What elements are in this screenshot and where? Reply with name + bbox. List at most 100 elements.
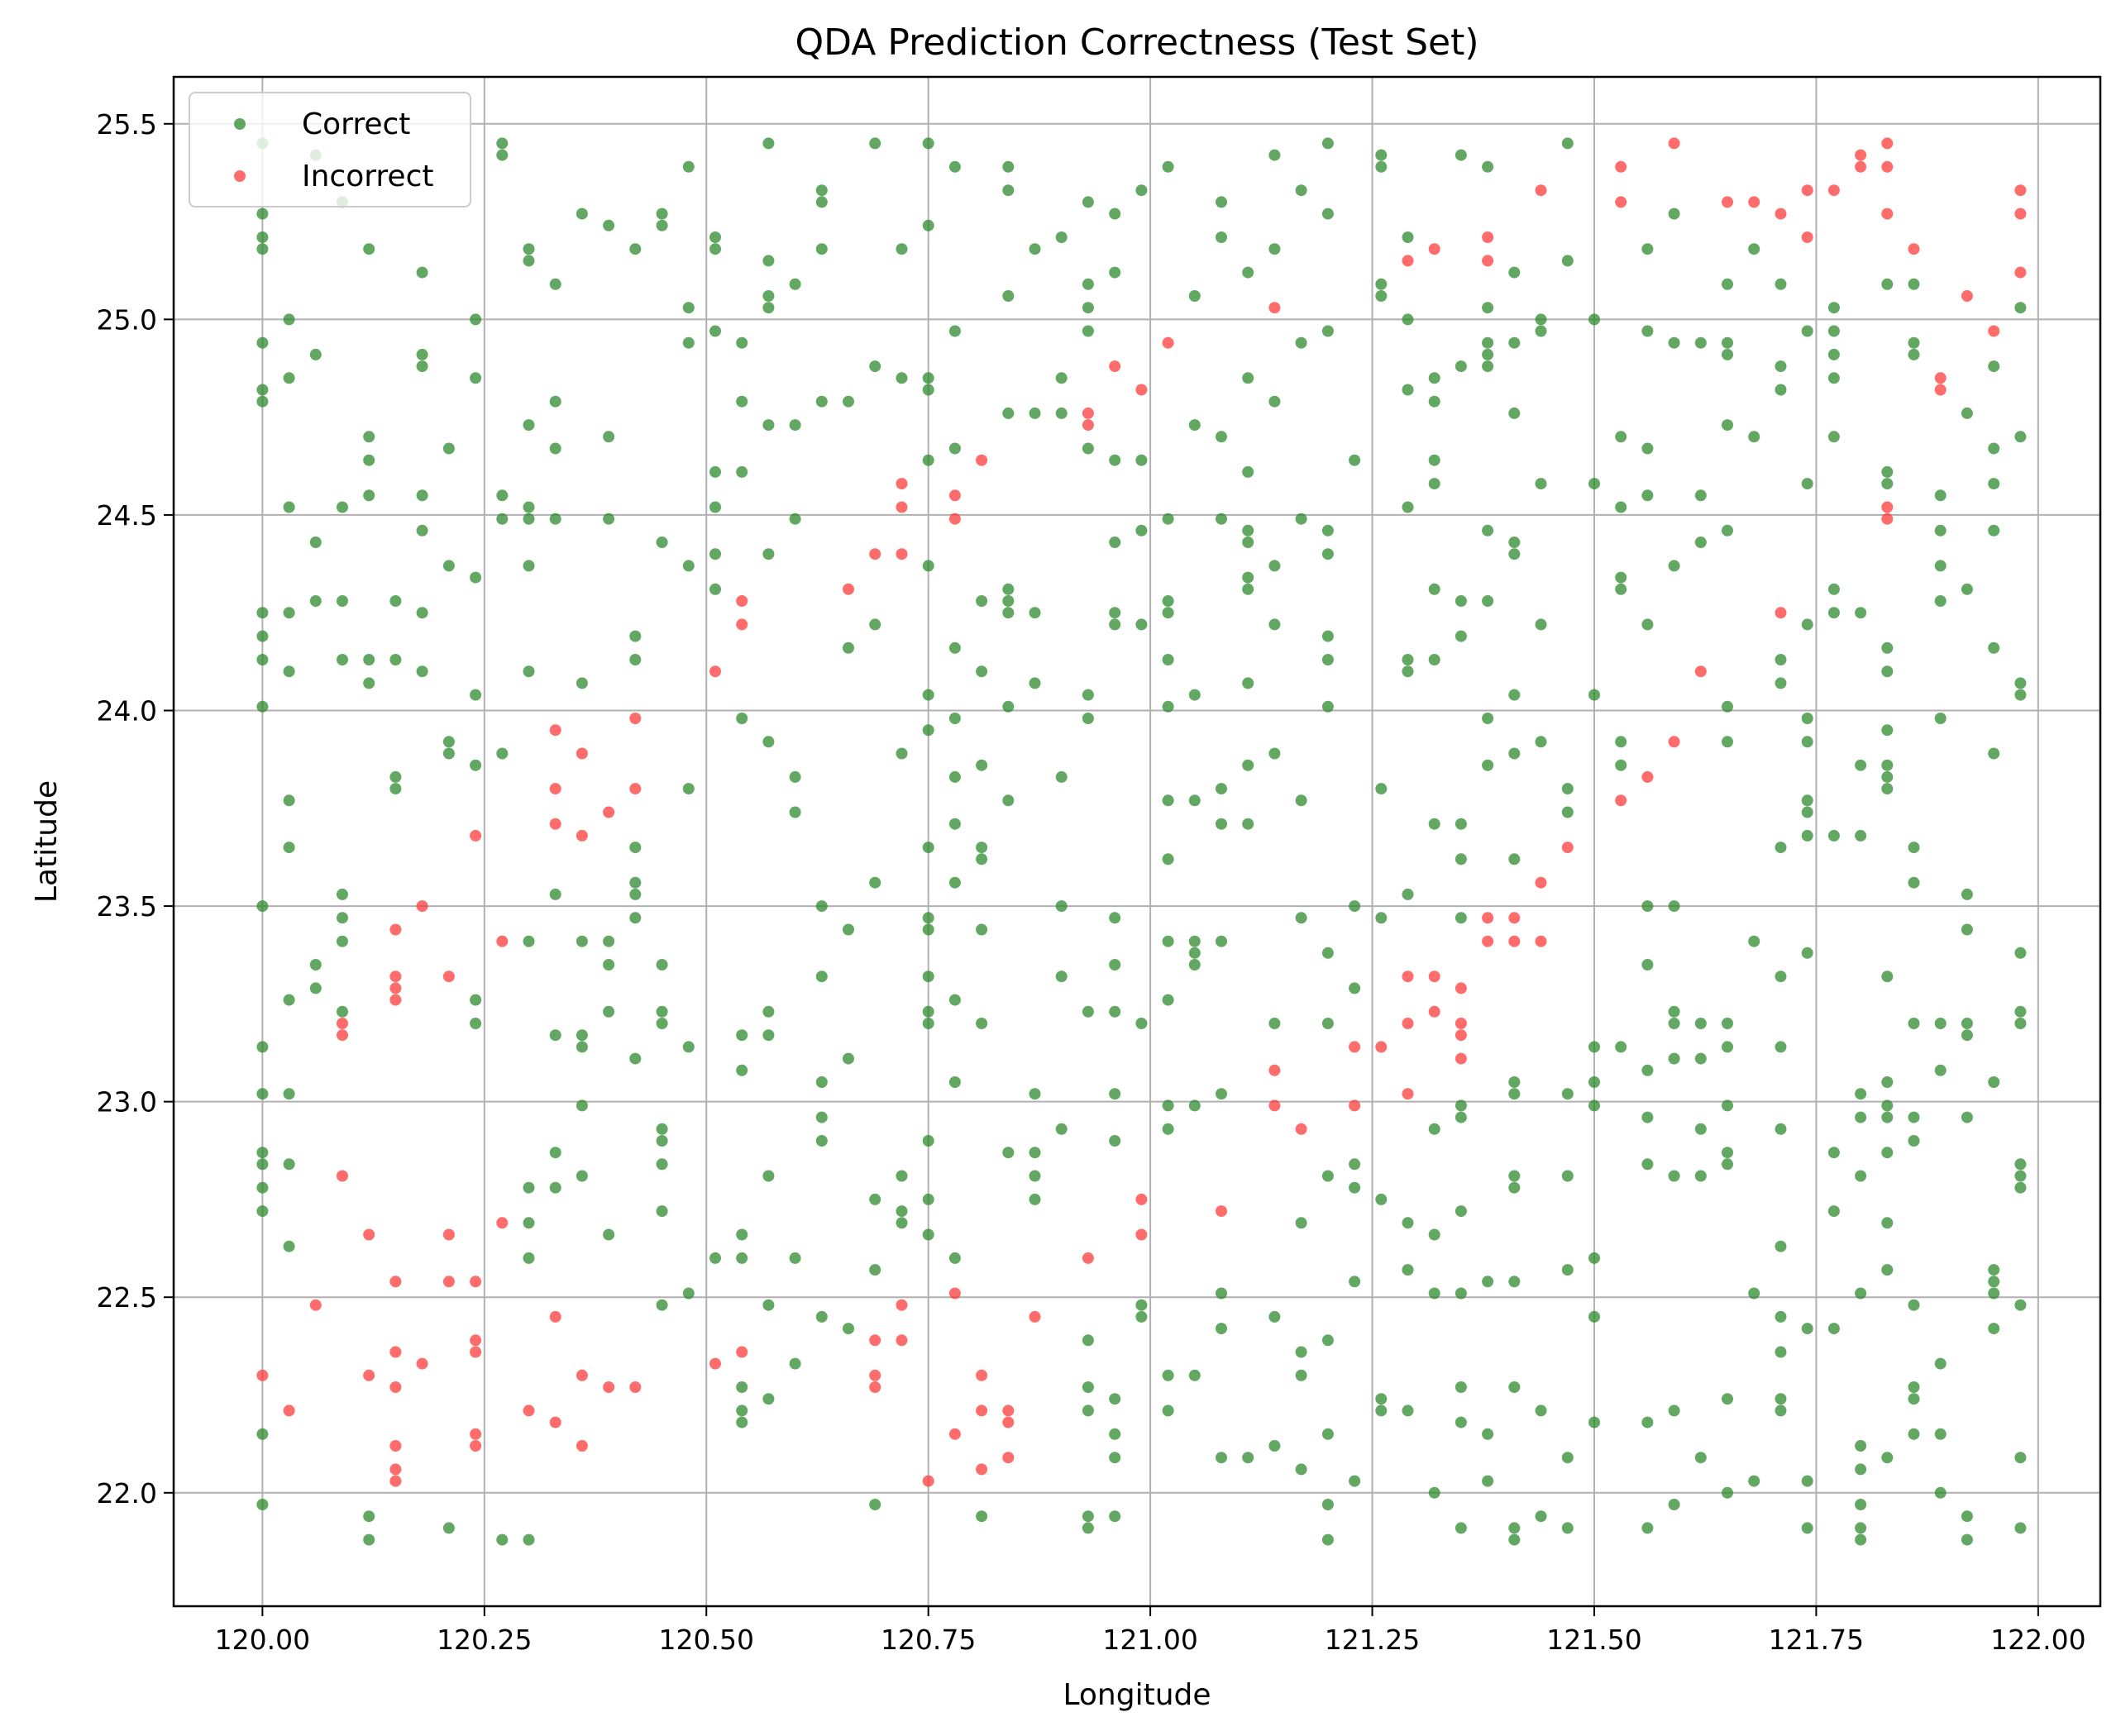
point-correct xyxy=(815,900,828,913)
point-correct xyxy=(1455,1522,1467,1534)
point-correct xyxy=(948,442,961,455)
point-correct xyxy=(1988,1076,2000,1088)
point-incorrect xyxy=(1082,407,1094,419)
point-incorrect xyxy=(629,783,642,795)
point-correct xyxy=(1722,700,1733,713)
point-correct xyxy=(1109,1393,1121,1405)
point-correct xyxy=(1775,1346,1787,1358)
point-incorrect xyxy=(1775,607,1787,619)
point-correct xyxy=(337,501,348,513)
point-correct xyxy=(1349,982,1361,994)
point-incorrect xyxy=(470,1334,482,1347)
point-correct xyxy=(1029,677,1041,689)
point-correct xyxy=(1216,231,1227,243)
point-correct xyxy=(1055,231,1068,243)
point-correct xyxy=(1881,1217,1894,1229)
point-correct xyxy=(629,1052,642,1065)
point-correct xyxy=(1002,160,1015,173)
point-correct xyxy=(1135,1310,1148,1323)
point-correct xyxy=(976,665,988,678)
point-correct xyxy=(549,442,561,455)
x-tick-label: 121.25 xyxy=(1325,1624,1420,1656)
point-correct xyxy=(1694,1052,1707,1065)
point-correct xyxy=(1641,959,1654,971)
point-incorrect xyxy=(470,829,482,842)
point-incorrect xyxy=(1402,971,1414,983)
point-correct xyxy=(1109,607,1121,619)
point-correct xyxy=(1455,818,1467,830)
point-correct xyxy=(523,1217,535,1229)
point-correct xyxy=(1961,888,1973,900)
point-correct xyxy=(576,1041,588,1053)
point-correct xyxy=(470,759,482,771)
point-correct xyxy=(1535,1405,1547,1417)
point-correct xyxy=(682,783,695,795)
point-correct xyxy=(442,1522,455,1534)
point-correct xyxy=(1482,1428,1494,1440)
point-correct xyxy=(922,724,934,737)
point-correct xyxy=(656,207,668,220)
point-correct xyxy=(1482,336,1494,349)
point-correct xyxy=(1881,1099,1894,1112)
point-correct xyxy=(256,630,269,642)
point-correct xyxy=(1455,1287,1467,1300)
point-incorrect xyxy=(1881,513,1894,525)
point-correct xyxy=(1455,630,1467,642)
point-correct xyxy=(682,1287,695,1300)
point-correct xyxy=(1135,454,1148,466)
point-correct xyxy=(363,677,375,689)
point-incorrect xyxy=(549,724,561,737)
point-correct xyxy=(1082,325,1094,337)
x-tick-label: 120.25 xyxy=(437,1624,532,1656)
point-correct xyxy=(1216,783,1227,795)
point-correct xyxy=(1561,137,1574,150)
point-correct xyxy=(762,1393,775,1405)
point-correct xyxy=(1295,1217,1307,1229)
point-correct xyxy=(896,1170,908,1182)
point-correct xyxy=(1641,1522,1654,1534)
point-correct xyxy=(976,853,988,866)
point-correct xyxy=(1109,207,1121,220)
point-incorrect xyxy=(283,1405,295,1417)
point-correct xyxy=(523,243,535,255)
point-incorrect xyxy=(896,1334,908,1347)
point-incorrect xyxy=(496,1217,509,1229)
point-incorrect xyxy=(337,1029,348,1042)
point-correct xyxy=(815,196,828,208)
point-correct xyxy=(896,372,908,384)
point-incorrect xyxy=(470,1428,482,1440)
point-correct xyxy=(1934,1018,1947,1029)
point-correct xyxy=(1402,1264,1414,1276)
point-incorrect xyxy=(416,1357,428,1370)
point-correct xyxy=(1455,1111,1467,1123)
point-correct xyxy=(523,935,535,947)
point-correct xyxy=(869,137,881,150)
y-tick-label: 24.5 xyxy=(97,499,157,532)
point-correct xyxy=(603,219,615,231)
point-incorrect xyxy=(576,1440,588,1452)
point-correct xyxy=(1588,1076,1600,1088)
point-correct xyxy=(470,1018,482,1029)
point-correct xyxy=(549,395,561,408)
point-correct xyxy=(416,266,428,279)
point-correct xyxy=(1029,407,1041,419)
x-tick-label: 122.00 xyxy=(1990,1624,2085,1656)
point-incorrect xyxy=(948,1287,961,1300)
point-incorrect xyxy=(1934,372,1947,384)
point-correct xyxy=(1242,537,1254,548)
point-correct xyxy=(549,1147,561,1159)
point-correct xyxy=(1321,947,1334,959)
point-correct xyxy=(1242,266,1254,279)
point-correct xyxy=(2014,689,2027,701)
point-incorrect xyxy=(896,478,908,490)
point-incorrect xyxy=(1002,1416,1015,1428)
point-correct xyxy=(1109,1452,1121,1464)
point-correct xyxy=(656,1135,668,1147)
point-correct xyxy=(1775,1041,1787,1053)
point-correct xyxy=(976,923,988,936)
point-correct xyxy=(1482,759,1494,771)
point-correct xyxy=(1535,1510,1547,1523)
point-correct xyxy=(682,160,695,173)
point-correct xyxy=(629,243,642,255)
point-correct xyxy=(1988,360,2000,373)
